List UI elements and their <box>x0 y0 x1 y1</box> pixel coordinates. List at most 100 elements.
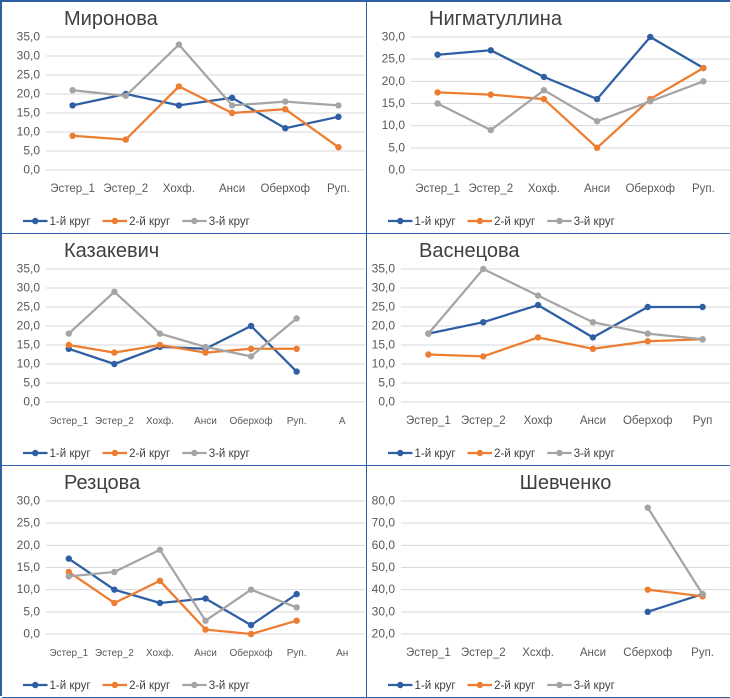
svg-text:3-й круг: 3-й круг <box>209 680 250 692</box>
svg-text:Эстер_1: Эстер_1 <box>415 183 460 195</box>
svg-text:10,0: 10,0 <box>382 118 406 132</box>
svg-text:Руп: Руп <box>693 415 713 427</box>
svg-text:1-й круг: 1-й круг <box>50 216 91 228</box>
svg-text:Хохф.: Хохф. <box>146 647 174 659</box>
svg-text:10,0: 10,0 <box>17 125 41 139</box>
svg-text:5,0: 5,0 <box>23 144 40 158</box>
svg-text:2-й круг: 2-й круг <box>129 216 170 228</box>
svg-text:2-й круг: 2-й круг <box>494 680 535 692</box>
svg-text:25,0: 25,0 <box>17 68 41 82</box>
svg-text:10,0: 10,0 <box>17 582 41 596</box>
svg-text:5,0: 5,0 <box>378 376 395 390</box>
svg-text:Резцова: Резцова <box>64 472 141 494</box>
svg-text:70,0: 70,0 <box>372 516 396 530</box>
svg-text:1-й круг: 1-й круг <box>415 680 456 692</box>
svg-text:0,0: 0,0 <box>378 395 395 409</box>
svg-text:3-й круг: 3-й круг <box>209 448 250 460</box>
svg-text:35,0: 35,0 <box>372 262 396 276</box>
svg-text:1-й круг: 1-й круг <box>415 216 456 228</box>
svg-text:60,0: 60,0 <box>372 538 396 552</box>
svg-text:30,0: 30,0 <box>372 604 396 618</box>
svg-text:30,0: 30,0 <box>372 281 396 295</box>
svg-text:15,0: 15,0 <box>17 560 41 574</box>
svg-text:Эстер_2: Эстер_2 <box>103 183 148 195</box>
svg-text:1-й круг: 1-й круг <box>50 448 91 460</box>
svg-text:20,0: 20,0 <box>372 319 396 333</box>
svg-text:25,0: 25,0 <box>382 52 406 66</box>
svg-text:50,0: 50,0 <box>372 560 396 574</box>
svg-text:2-й круг: 2-й круг <box>494 448 535 460</box>
svg-text:15,0: 15,0 <box>382 96 406 110</box>
svg-text:30,0: 30,0 <box>17 494 41 508</box>
svg-text:35,0: 35,0 <box>17 30 41 44</box>
svg-text:2-й круг: 2-й круг <box>494 216 535 228</box>
svg-text:Руп.: Руп. <box>691 647 714 659</box>
svg-text:Оберхоф: Оберхоф <box>260 183 310 195</box>
svg-text:Эстер_2: Эстер_2 <box>95 648 134 659</box>
svg-text:Оберхоф: Оберхоф <box>623 415 673 427</box>
svg-text:Анси: Анси <box>580 647 606 659</box>
svg-text:А: А <box>339 416 346 427</box>
svg-text:1-й круг: 1-й круг <box>50 680 91 692</box>
svg-text:Эстер_1: Эстер_1 <box>406 415 451 427</box>
svg-text:0,0: 0,0 <box>23 627 40 641</box>
svg-text:5,0: 5,0 <box>23 376 40 390</box>
svg-text:3-й круг: 3-й круг <box>574 216 615 228</box>
svg-text:Анси: Анси <box>584 183 610 195</box>
svg-text:1-й круг: 1-й круг <box>415 448 456 460</box>
svg-text:Руп.: Руп. <box>287 648 307 659</box>
svg-text:Хохф.: Хохф. <box>528 183 560 195</box>
svg-text:Казакевич: Казакевич <box>64 240 159 262</box>
svg-text:Эстер_1: Эстер_1 <box>406 647 451 659</box>
svg-text:Руп.: Руп. <box>692 183 715 195</box>
svg-text:Хохф.: Хохф. <box>146 415 174 427</box>
svg-text:5,0: 5,0 <box>23 604 40 618</box>
svg-text:20,0: 20,0 <box>372 627 396 641</box>
svg-text:Хохф.: Хохф. <box>163 183 195 195</box>
svg-text:Оберхоф: Оберхоф <box>625 183 675 195</box>
svg-text:20,0: 20,0 <box>17 87 41 101</box>
svg-text:25,0: 25,0 <box>17 300 41 314</box>
svg-text:Эстер_1: Эстер_1 <box>50 183 95 195</box>
svg-text:Анси: Анси <box>219 183 245 195</box>
svg-text:Эстер_2: Эстер_2 <box>461 415 506 427</box>
svg-text:35,0: 35,0 <box>17 262 41 276</box>
svg-text:5,0: 5,0 <box>388 140 405 154</box>
svg-text:3-й круг: 3-й круг <box>209 216 250 228</box>
svg-text:15,0: 15,0 <box>17 106 41 120</box>
svg-text:20,0: 20,0 <box>17 319 41 333</box>
svg-text:25,0: 25,0 <box>372 300 396 314</box>
svg-text:Миронова: Миронова <box>64 8 159 30</box>
svg-text:Анси: Анси <box>580 415 606 427</box>
svg-text:0,0: 0,0 <box>388 163 405 177</box>
svg-text:Оберхоф: Оберхоф <box>230 647 273 659</box>
svg-text:30,0: 30,0 <box>17 49 41 63</box>
svg-text:Васнецова: Васнецова <box>419 240 520 262</box>
svg-text:Ан: Ан <box>336 648 348 659</box>
svg-text:25,0: 25,0 <box>17 516 41 530</box>
svg-text:2-й круг: 2-й круг <box>129 680 170 692</box>
svg-text:Руп.: Руп. <box>287 416 307 427</box>
svg-text:40,0: 40,0 <box>372 582 396 596</box>
svg-text:20,0: 20,0 <box>17 538 41 552</box>
svg-text:30,0: 30,0 <box>382 30 406 44</box>
svg-text:Сберхоф: Сберхоф <box>623 647 672 659</box>
svg-text:Эстер_2: Эстер_2 <box>468 183 513 195</box>
svg-text:10,0: 10,0 <box>17 357 41 371</box>
svg-text:Эстер_2: Эстер_2 <box>95 416 134 427</box>
svg-text:Оберхоф: Оберхоф <box>230 415 273 427</box>
svg-text:0,0: 0,0 <box>23 163 40 177</box>
svg-text:Хсхф.: Хсхф. <box>522 647 554 659</box>
svg-text:30,0: 30,0 <box>17 281 41 295</box>
svg-text:10,0: 10,0 <box>372 357 396 371</box>
svg-text:0,0: 0,0 <box>23 395 40 409</box>
svg-text:Шевченко: Шевченко <box>520 472 612 494</box>
svg-text:Нигматуллина: Нигматуллина <box>429 8 563 30</box>
svg-text:2-й круг: 2-й круг <box>129 448 170 460</box>
svg-text:Эстер_1: Эстер_1 <box>49 648 88 659</box>
svg-text:3-й круг: 3-й круг <box>574 680 615 692</box>
svg-text:Эстер_2: Эстер_2 <box>461 647 506 659</box>
svg-text:15,0: 15,0 <box>372 338 396 352</box>
svg-text:Руп.: Руп. <box>327 183 350 195</box>
svg-text:20,0: 20,0 <box>382 74 406 88</box>
